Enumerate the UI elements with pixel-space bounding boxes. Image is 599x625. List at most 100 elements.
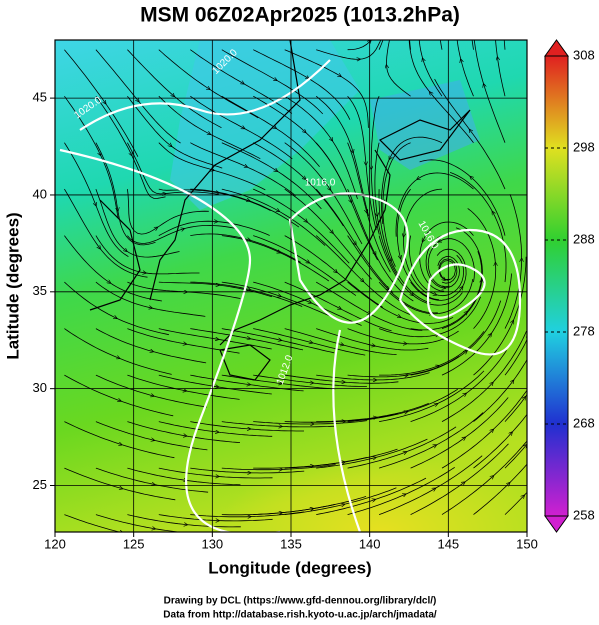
streamline — [158, 221, 216, 236]
streamline — [253, 235, 308, 263]
streamline — [221, 374, 281, 383]
streamline — [95, 142, 118, 210]
streamline — [409, 40, 411, 50]
streamline — [253, 188, 306, 221]
streamline — [419, 159, 472, 178]
streamline — [316, 328, 373, 346]
streamline — [185, 291, 241, 299]
x-axis-label: Longitude (degrees) — [208, 558, 371, 577]
streamline — [347, 452, 406, 469]
streamline — [374, 438, 428, 459]
streamline — [471, 40, 474, 50]
streamline — [305, 220, 350, 264]
streamline — [190, 281, 249, 289]
y-tick-label: 25 — [33, 477, 47, 492]
streamline — [95, 188, 126, 250]
streamline — [117, 209, 156, 246]
streamline — [461, 61, 474, 97]
streamline — [248, 338, 304, 351]
streamline — [411, 292, 463, 306]
streamline — [158, 188, 218, 193]
streamline — [473, 322, 513, 376]
colorbar-tick-label: 288 — [573, 231, 595, 246]
streamline — [347, 328, 406, 344]
streamline — [378, 40, 384, 50]
streamline — [390, 259, 431, 304]
streamline — [490, 273, 512, 336]
streamline — [190, 467, 249, 473]
streamline — [243, 127, 293, 160]
colorbar-max-arrow — [544, 39, 569, 57]
streamline — [307, 77, 351, 120]
streamline — [378, 489, 434, 515]
streamline — [381, 157, 391, 225]
colorbar-min-arrow — [544, 515, 569, 533]
y-tick-label: 30 — [33, 380, 47, 395]
y-tick-label: 45 — [33, 90, 47, 105]
cold-region — [170, 40, 360, 210]
streamline — [158, 467, 218, 476]
streamline — [504, 260, 522, 329]
streamline — [329, 188, 363, 245]
streamline — [316, 374, 375, 380]
streamline — [280, 425, 336, 428]
x-tick-label: 120 — [44, 536, 66, 551]
streamline — [316, 49, 358, 60]
streamline — [99, 153, 119, 218]
streamline — [156, 210, 209, 229]
streamline — [378, 189, 391, 260]
streamline — [137, 100, 181, 144]
streamline — [190, 233, 249, 240]
streamline — [284, 462, 344, 469]
streamline — [185, 479, 241, 486]
streamline — [208, 133, 261, 160]
streamline — [423, 221, 474, 240]
streamline — [379, 366, 437, 376]
streamline — [382, 201, 396, 267]
colorbar — [544, 55, 569, 517]
streamline — [331, 139, 358, 200]
streamline — [373, 345, 429, 351]
streamline — [64, 49, 105, 103]
streamline — [316, 500, 374, 515]
streamline — [376, 214, 399, 277]
streamline — [373, 477, 427, 501]
streamline — [371, 96, 380, 168]
colorbar-tick-label: 298 — [573, 139, 595, 154]
streamline — [439, 40, 443, 50]
streamline — [164, 191, 220, 195]
streamline — [436, 248, 467, 288]
streamline — [158, 142, 213, 170]
streamline — [245, 166, 296, 197]
streamline — [284, 49, 340, 76]
streamline — [509, 194, 522, 260]
streamline — [504, 496, 523, 515]
streamline — [248, 428, 304, 432]
streamline — [410, 281, 462, 301]
isobars — [59, 59, 522, 532]
streamline — [492, 389, 527, 431]
streamline — [512, 358, 527, 382]
streamline — [410, 313, 467, 331]
streamline — [212, 169, 266, 191]
streamline — [347, 42, 370, 51]
streamline — [253, 142, 304, 179]
streamline — [277, 210, 326, 246]
streamline — [339, 75, 369, 128]
streamline — [127, 49, 173, 96]
streamline — [190, 328, 249, 339]
y-tick-label: 35 — [33, 283, 47, 298]
streamline — [529, 297, 543, 337]
streamline — [512, 256, 527, 322]
streamline — [316, 418, 375, 423]
streamline — [473, 484, 509, 515]
streamline — [158, 374, 217, 387]
streamline — [311, 496, 367, 510]
streamline — [315, 95, 353, 151]
streamline — [152, 439, 208, 451]
streamline — [64, 235, 109, 283]
streamline — [374, 142, 380, 215]
streamline — [350, 200, 378, 261]
isobar-label: 1016.0 — [305, 178, 336, 189]
x-tick-label: 125 — [123, 536, 145, 551]
